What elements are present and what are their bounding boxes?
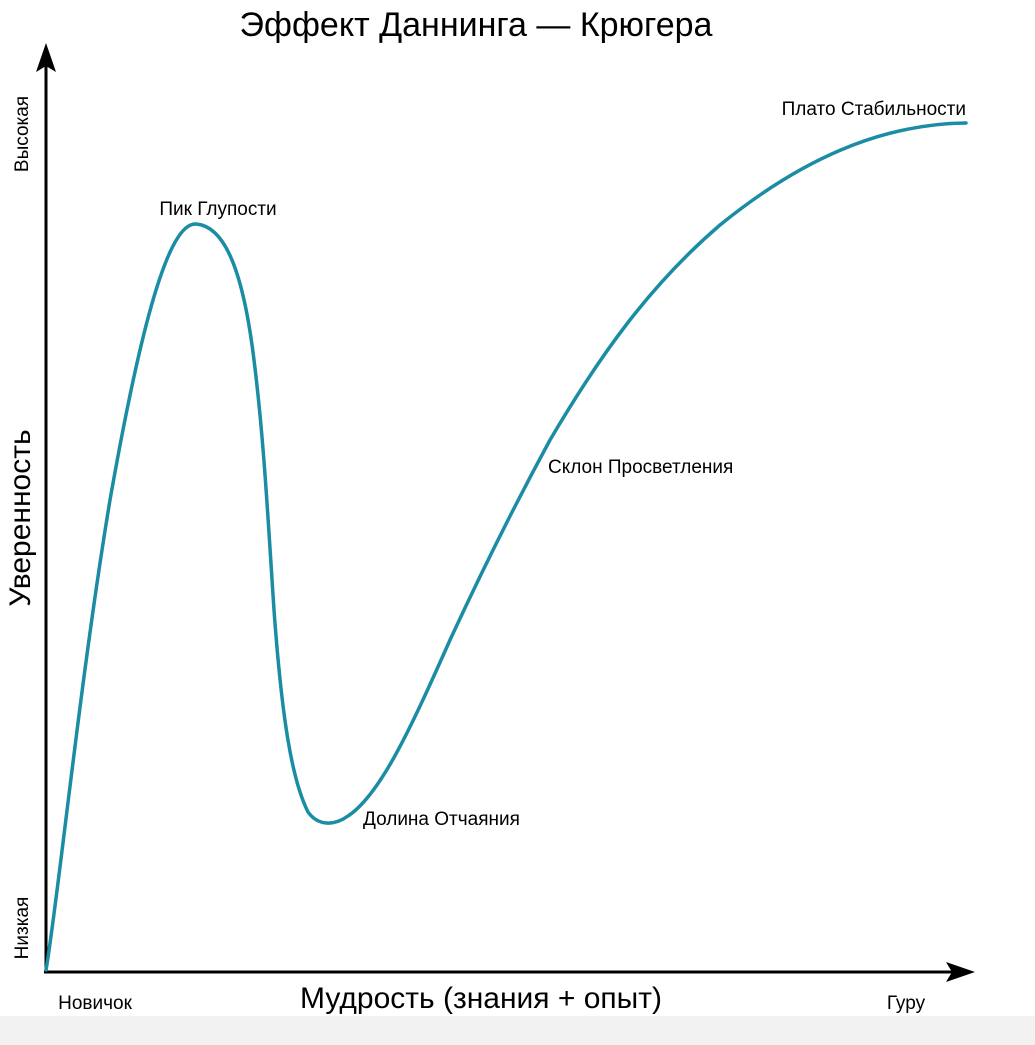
diagram-title: Эффект Даннинга — Крюгера — [240, 6, 713, 44]
stage-label-valley: Долина Отчаяния — [363, 809, 520, 830]
y-axis — [36, 43, 56, 972]
y-axis-arrowhead — [36, 43, 56, 72]
x-axis-end-label: Гуру — [887, 993, 926, 1014]
x-axis-start-label: Новичок — [58, 993, 132, 1014]
stage-label-peak: Пик Глупости — [159, 199, 276, 220]
stage-label-plateau: Плато Стабильности — [782, 99, 966, 120]
y-axis-low-label: Низкая — [12, 897, 33, 960]
bottom-strip — [0, 1016, 1035, 1045]
x-axis-label: Мудрость (знания + опыт) — [300, 982, 662, 1015]
y-axis-high-label: Высокая — [12, 96, 33, 172]
y-axis-label: Уверенность — [4, 429, 37, 606]
x-axis — [44, 962, 975, 982]
x-axis-arrowhead — [946, 962, 975, 982]
stage-label-slope: Склон Просветления — [548, 457, 733, 478]
confidence-curve — [44, 121, 968, 972]
